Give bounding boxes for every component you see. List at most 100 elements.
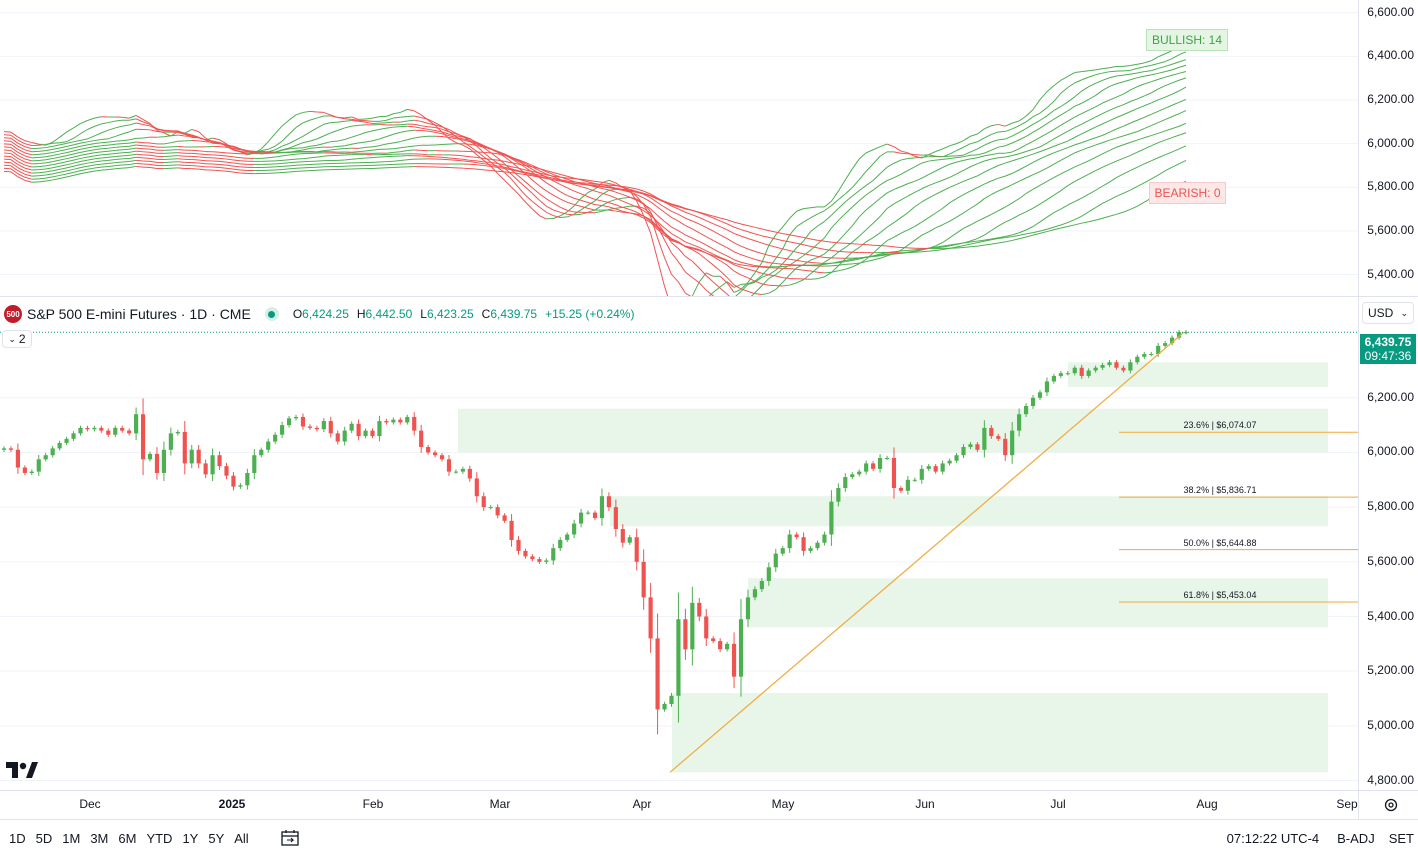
ribbon-ma-segment — [414, 119, 422, 122]
ribbon-ma-segment — [636, 194, 644, 199]
ribbon-ma-segment — [379, 136, 387, 140]
ribbon-ma-segment — [275, 149, 283, 153]
ribbon-ma-segment — [441, 156, 450, 159]
collapse-indicators-button[interactable]: ⌄ 2 — [2, 330, 32, 348]
ribbon-ma-segment — [233, 171, 241, 174]
range-button-1y[interactable]: 1Y — [182, 830, 199, 846]
ribbon-ma-segment — [24, 173, 32, 177]
session-toggle[interactable]: SET — [1388, 830, 1414, 846]
ribbon-ma-segment — [844, 206, 853, 214]
range-button-1m[interactable]: 1M — [62, 830, 81, 846]
ribbon-ma-segment — [963, 151, 971, 156]
ribbon-ma-segment — [38, 162, 46, 165]
ribbon-ma-segment — [511, 173, 519, 182]
go-to-date-calendar-icon[interactable] — [280, 829, 300, 847]
adjustment-toggle[interactable]: B-ADJ — [1337, 830, 1375, 846]
ribbon-ma-segment — [963, 246, 971, 248]
ribbon-ma-segment — [532, 174, 540, 177]
ribbon-ma-segment — [73, 154, 81, 158]
ribbon-ma-segment — [747, 290, 756, 295]
ribbon-ma-segment — [226, 161, 234, 164]
currency-selector[interactable]: USD ⌄ — [1362, 302, 1414, 324]
ribbon-ma-segment — [1171, 148, 1180, 153]
candle-body — [412, 416, 417, 431]
ribbon-ma-segment — [678, 220, 686, 226]
ribbon-ma-segment — [754, 240, 763, 244]
ribbon-ma-segment — [900, 157, 908, 161]
candle-body — [1142, 354, 1147, 357]
ribbon-ma-segment — [504, 160, 512, 164]
ribbon-ma-segment — [594, 190, 603, 194]
pane-separator[interactable] — [0, 296, 1418, 297]
ribbon-ma-segment — [66, 168, 74, 172]
candle-body — [690, 602, 695, 650]
ribbon-ma-segment — [1178, 132, 1187, 136]
ribbon-ma-segment — [858, 194, 867, 202]
ribbon-ma-segment — [462, 155, 470, 158]
candle-body — [891, 457, 897, 489]
ribbon-ma-segment — [872, 155, 881, 165]
ribbon-ma-segment — [803, 261, 811, 263]
ribbon-ma-segment — [594, 205, 603, 211]
ribbon-ma-segment — [768, 254, 776, 258]
clock-timezone[interactable]: 07:12:22 UTC-4 — [1226, 830, 1320, 846]
candlestick-chart[interactable] — [0, 0, 1360, 790]
ribbon-ma-segment — [184, 133, 192, 137]
ribbon-ma-segment — [1012, 158, 1020, 162]
range-button-1d[interactable]: 1D — [9, 830, 26, 846]
ribbon-ma-segment — [657, 225, 665, 234]
ribbon-ma-segment — [198, 137, 206, 141]
ribbon-ma-segment — [24, 146, 32, 150]
ribbon-ma-segment — [1102, 71, 1110, 74]
time-axis-label: Mar — [489, 797, 511, 811]
ribbon-ma-segment — [337, 145, 345, 147]
range-button-6m[interactable]: 6M — [118, 830, 137, 846]
ribbon-ma-segment — [45, 142, 53, 146]
ribbon-ma-segment — [309, 147, 317, 149]
ribbon-ma-segment — [17, 173, 26, 178]
symbol-title[interactable]: S&P 500 E-mini Futures · 1D · CME — [27, 306, 251, 322]
trend-line — [669, 331, 1185, 773]
ribbon-ma-segment — [1088, 95, 1096, 100]
ribbon-ma-segment — [886, 222, 895, 228]
ribbon-ma-segment — [747, 272, 756, 283]
ribbon-ma-segment — [469, 141, 477, 145]
ribbon-ma-segment — [38, 174, 46, 177]
ribbon-ma-segment — [73, 167, 81, 170]
ribbon-ma-segment — [615, 188, 623, 191]
ribbon-ma-segment — [740, 288, 749, 292]
ribbon-ma-segment — [900, 229, 909, 234]
ribbon-ma-segment — [448, 135, 457, 138]
ribbon-ma-segment — [740, 264, 749, 267]
ribbon-ma-segment — [1060, 130, 1069, 136]
ribbon-ma-segment — [1053, 134, 1062, 140]
ribbon-ma-segment — [476, 142, 484, 147]
ribbon-ma-segment — [1144, 145, 1152, 150]
ribbon-ma-segment — [608, 198, 617, 203]
ribbon-ma-segment — [344, 116, 352, 119]
range-button-5d[interactable]: 5D — [35, 830, 53, 846]
ribbon-ma-segment — [1130, 131, 1138, 135]
range-button-ytd[interactable]: YTD — [146, 830, 173, 846]
ribbon-ma-segment — [1123, 122, 1131, 127]
ribbon-ma-segment — [1032, 203, 1041, 209]
ribbon-ma-segment — [956, 156, 964, 159]
ribbon-ma-segment — [587, 188, 596, 192]
candle-body — [530, 556, 535, 560]
ribbon-ma-segment — [831, 208, 839, 216]
ribbon-ma-segment — [393, 126, 401, 128]
range-button-all[interactable]: All — [234, 830, 249, 846]
ribbon-ma-segment — [129, 150, 137, 153]
ribbon-ma-segment — [177, 131, 185, 135]
range-button-3m[interactable]: 3M — [90, 830, 109, 846]
ribbon-ma-segment — [754, 270, 763, 274]
range-button-5y[interactable]: 5Y — [208, 830, 225, 846]
ribbon-ma-segment — [664, 206, 672, 212]
ribbon-ma-segment — [59, 161, 67, 164]
ribbon-ma-segment — [191, 168, 199, 170]
ribbon-ma-segment — [1178, 122, 1187, 127]
ribbon-ma-segment — [1018, 121, 1027, 127]
settings-gear-icon[interactable] — [1383, 797, 1399, 813]
market-status-icon[interactable] — [264, 307, 279, 321]
tradingview-logo-icon[interactable] — [6, 762, 38, 778]
